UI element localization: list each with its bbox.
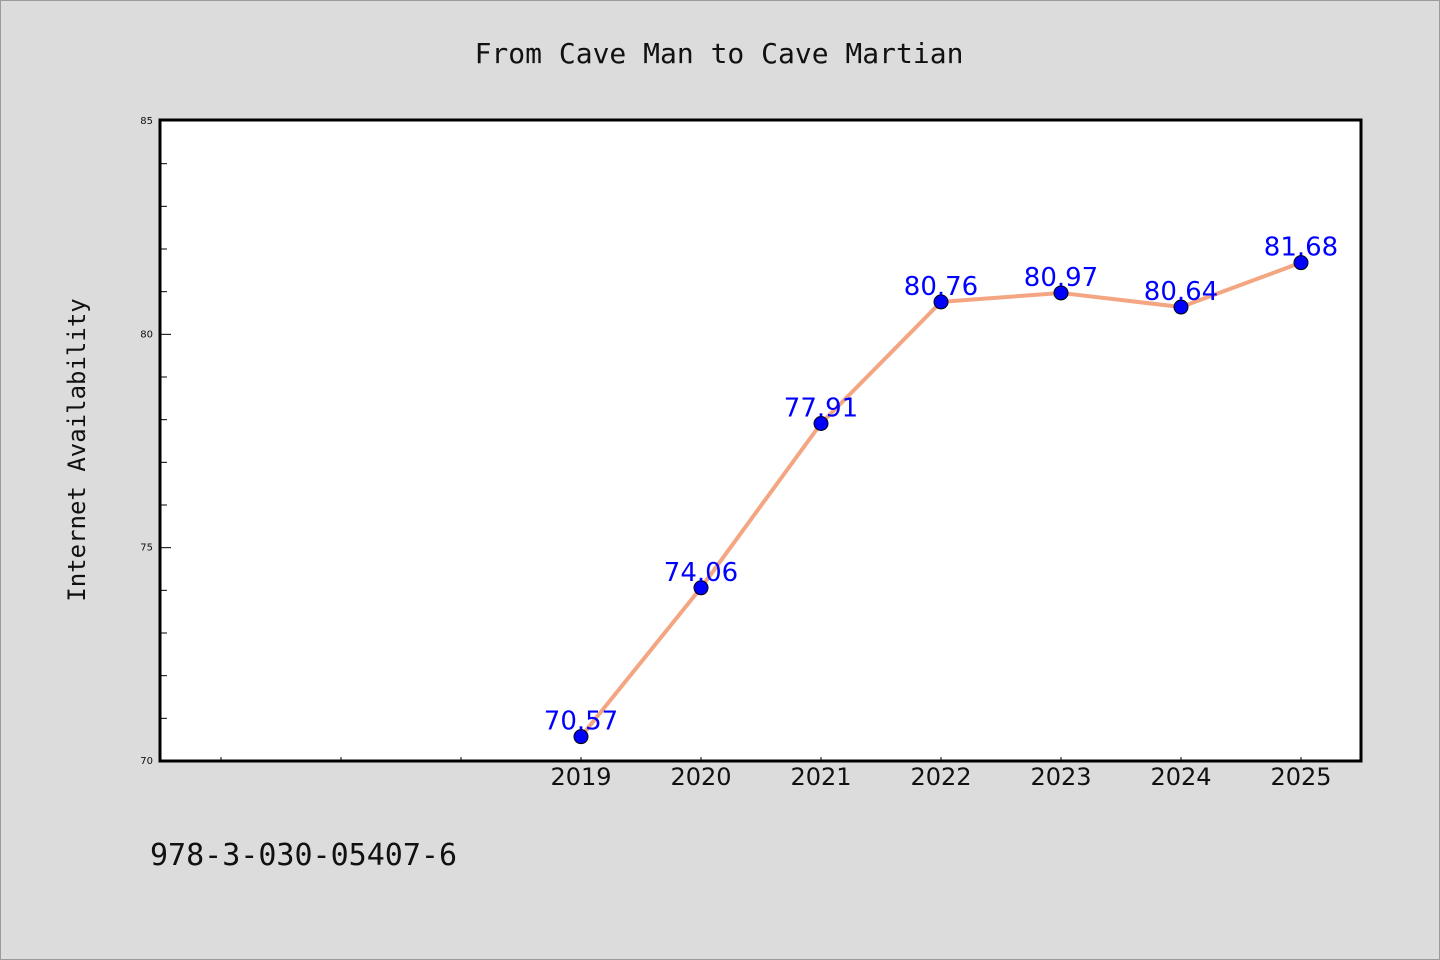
chart-title: From Cave Man to Cave Martian [475, 37, 964, 70]
data-point [1293, 255, 1309, 271]
data-label: 81.68 [1264, 233, 1338, 263]
x-tick-label: 2021 [790, 763, 851, 791]
x-tick-label: 2020 [670, 763, 731, 791]
data-point [933, 294, 949, 310]
x-tick-label: 2023 [1030, 763, 1091, 791]
plot-area [158, 118, 1363, 763]
data-label: 74.06 [664, 558, 738, 588]
y-tick-label: 85 [140, 116, 153, 127]
y-tick-label: 75 [140, 543, 153, 554]
x-tick-label: 2025 [1270, 763, 1331, 791]
y-tick-label: 80 [140, 329, 153, 340]
data-point [1053, 285, 1069, 301]
x-tick-label: 2019 [550, 763, 611, 791]
y-axis: 70 75 80 85 [140, 116, 171, 767]
x-tick-label: 2022 [910, 763, 971, 791]
data-label: 70.57 [544, 707, 618, 737]
y-axis-label: Internet Availability [63, 298, 91, 601]
data-point [1173, 299, 1189, 315]
data-label: 80.97 [1024, 263, 1098, 293]
data-point [693, 580, 709, 596]
data-label: 80.76 [904, 272, 978, 302]
data-point [573, 729, 589, 745]
data-label: 77.91 [784, 394, 858, 424]
series-internet-availability [573, 255, 1309, 745]
isbn-text: 978-3-030-05407-6 [150, 838, 457, 873]
x-axis: 2019 2020 2021 2022 2023 2024 2025 [220, 757, 1332, 791]
y-tick-label: 70 [140, 756, 153, 767]
data-point [813, 416, 829, 432]
data-labels: 70.57 74.06 77.91 80.76 80.97 80.64 81.68 [544, 233, 1338, 737]
data-label: 80.64 [1144, 277, 1218, 307]
x-tick-label: 2024 [1150, 763, 1211, 791]
